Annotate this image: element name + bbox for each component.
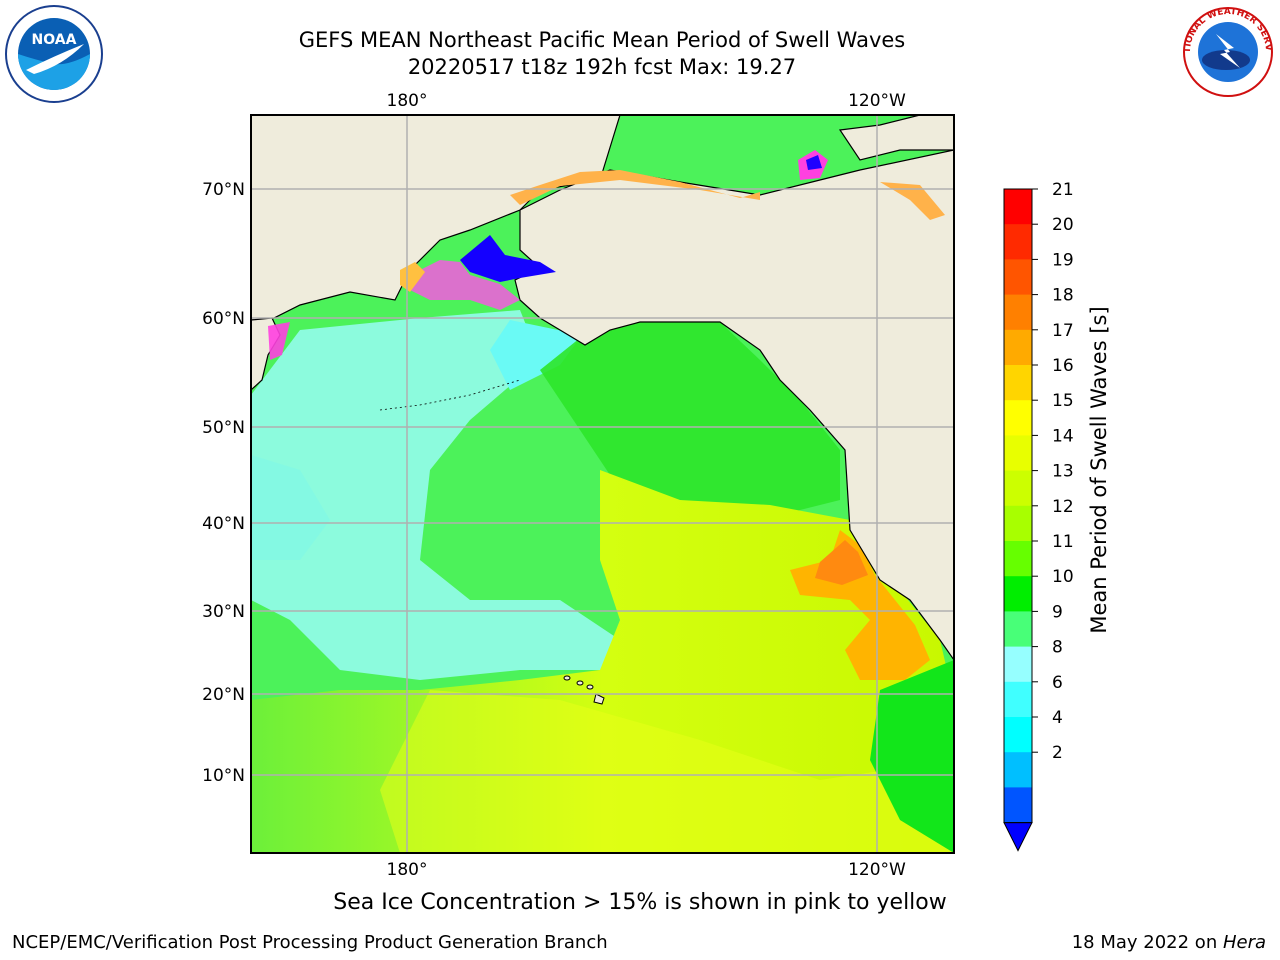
noaa-logo-text: NOAA	[32, 32, 77, 48]
lon-label-top-180: 180°	[387, 91, 428, 111]
colorbar-tick-label: 13	[1052, 462, 1074, 482]
colorbar-swatch	[1004, 576, 1032, 612]
colorbar-tick-label: 20	[1052, 215, 1074, 235]
noaa-logo: NOAA	[5, 5, 103, 103]
colorbar-swatch	[1004, 541, 1032, 577]
sea-ice-kamchatka	[268, 322, 290, 360]
issue-date-text: 18 May 2022 on	[1071, 932, 1223, 953]
colorbar-swatch	[1004, 294, 1032, 331]
colorbar-tick-label: 16	[1052, 356, 1074, 376]
sea-ice-caption: Sea Ice Concentration > 15% is shown in …	[333, 890, 947, 915]
colorbar-tick-label: 2	[1052, 743, 1063, 763]
colorbar-tick-label: 6	[1052, 673, 1063, 693]
colorbar-tick-label: 14	[1052, 426, 1074, 446]
hawaii-islands	[563, 675, 605, 705]
colorbar-swatch	[1004, 787, 1032, 824]
lat-label-70n: 70°N	[202, 180, 245, 200]
chart-subtitle: 20220517 t18z 192h fcst Max: 19.27	[407, 55, 797, 79]
colorbar-swatch	[1004, 717, 1032, 753]
colorbar-swatch	[1004, 189, 1032, 225]
colorbar-tick-label: 21	[1052, 180, 1074, 200]
lon-label-bottom-120w: 120°W	[848, 860, 906, 880]
colorbar-swatch	[1004, 752, 1032, 788]
colorbar-swatch	[1004, 505, 1032, 542]
sea-ice-overlay	[268, 150, 945, 360]
colorbar-swatch	[1004, 681, 1032, 718]
colorbar: 21 20 19 18 17 16 15 14 13 12 11 10 9 8 6 4 2	[1003, 180, 1074, 852]
colorbar-tick-label: 15	[1052, 391, 1074, 411]
colorbar-swatch	[1004, 470, 1032, 507]
colorbar-tick-label: 18	[1052, 286, 1074, 306]
colorbar-label: Mean Period of Swell Waves [s]	[1087, 306, 1111, 633]
map-frame	[250, 114, 955, 854]
issue-date: 18 May 2022 on Hera	[1072, 932, 1266, 953]
land-canada-north	[838, 115, 954, 161]
machine-name: Hera	[1222, 932, 1266, 953]
producer-credit: NCEP/EMC/Verification Post Processing Pr…	[12, 932, 608, 953]
land-alaska	[514, 149, 954, 662]
colorbar-swatch	[1004, 611, 1032, 648]
sea-ice-bering-fringe	[410, 260, 520, 310]
lat-label-20n: 20°N	[202, 685, 245, 705]
colorbar-tick-label: 11	[1052, 532, 1074, 552]
colorbar-tick-label: 17	[1052, 321, 1074, 341]
colorbar-tick-label: 9	[1052, 602, 1063, 622]
lat-label-40n: 40°N	[202, 514, 245, 534]
colorbar-swatch	[1004, 646, 1032, 683]
swell-region-8-9s-west	[251, 310, 620, 680]
lat-label-50n: 50°N	[202, 418, 245, 438]
swell-region-11s-southeast	[870, 660, 954, 853]
colorbar-swatch	[1004, 224, 1032, 260]
colorbar-tick-label: 10	[1052, 567, 1074, 587]
chart-title: GEFS MEAN Northeast Pacific Mean Period …	[298, 28, 906, 52]
lon-label-top-120w: 120°W	[848, 91, 906, 111]
colorbar-swatch	[1004, 259, 1032, 296]
colorbar-swatch	[1004, 400, 1032, 436]
sea-ice-beaufort-core	[806, 155, 822, 170]
sea-ice-arctic-edge	[880, 182, 945, 220]
lat-label-60n: 60°N	[202, 309, 245, 329]
sea-ice-bering-strait	[460, 235, 556, 282]
nws-logo: NATIONAL WEATHER SERVICE	[1176, 4, 1273, 97]
aleutian-islands	[379, 379, 521, 411]
swell-region-10-11s-gulf	[540, 322, 840, 520]
graticule	[251, 115, 954, 853]
colorbar-tick-label: 4	[1052, 708, 1063, 728]
swell-region-bering	[490, 320, 582, 390]
swell-region-18-19s-core	[815, 540, 868, 585]
colorbar-swatch	[1004, 435, 1032, 472]
colorbar-swatch	[1004, 365, 1032, 401]
lat-label-30n: 30°N	[202, 602, 245, 622]
colorbar-swatch	[1004, 329, 1032, 366]
colorbar-under-arrow	[1003, 822, 1033, 852]
map-panel	[251, 115, 954, 853]
swell-region-14-15s-band	[380, 690, 954, 853]
colorbar-tick-label: 19	[1052, 250, 1074, 270]
colorbar-tick-label: 8	[1052, 638, 1063, 658]
sea-ice-chukchi-coast	[510, 170, 760, 205]
lon-label-bottom-180: 180°	[387, 860, 428, 880]
swell-region-9-10s-patches	[251, 455, 330, 560]
lat-label-10n: 10°N	[202, 766, 245, 786]
colorbar-tick-label: 12	[1052, 497, 1074, 517]
